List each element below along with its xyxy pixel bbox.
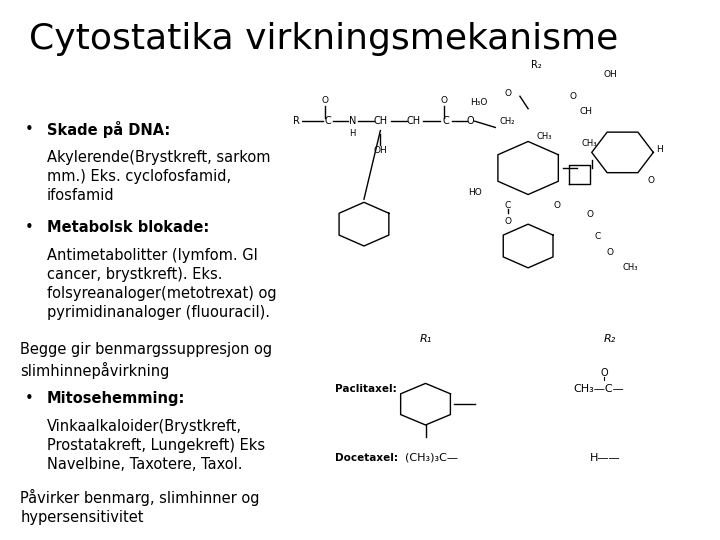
- Text: O: O: [321, 97, 328, 105]
- Text: C: C: [595, 232, 601, 241]
- Text: R: R: [293, 116, 300, 126]
- Text: Begge gir benmargssuppresjon og
slimhinnepåvirkning: Begge gir benmargssuppresjon og slimhinn…: [20, 342, 272, 379]
- Text: CH₃: CH₃: [537, 132, 552, 141]
- Text: H——: H——: [590, 453, 621, 463]
- Text: Antimetabolitter (lymfom. GI
cancer, brystkreft). Eks.
folsyreanaloger(metotrexa: Antimetabolitter (lymfom. GI cancer, bry…: [47, 248, 276, 320]
- Text: O: O: [504, 89, 511, 98]
- Text: HO: HO: [468, 188, 482, 198]
- Text: O: O: [607, 248, 613, 256]
- Text: Skade på DNA:: Skade på DNA:: [47, 122, 170, 138]
- Text: O: O: [467, 116, 474, 126]
- Text: •: •: [25, 220, 34, 235]
- Text: •: •: [25, 122, 34, 137]
- Text: OH: OH: [374, 146, 387, 156]
- Text: O: O: [648, 176, 654, 185]
- Text: O: O: [504, 217, 511, 226]
- Text: R₁: R₁: [419, 334, 432, 344]
- Text: R₂: R₂: [604, 334, 616, 344]
- Text: O: O: [441, 97, 448, 105]
- Text: C: C: [325, 116, 331, 126]
- Text: H: H: [656, 145, 663, 154]
- Text: H₃O: H₃O: [470, 98, 487, 107]
- Text: R₂: R₂: [531, 60, 541, 70]
- Text: C: C: [505, 201, 510, 210]
- Text: CH₃: CH₃: [582, 139, 598, 147]
- Text: Cytostatika virkningsmekanisme: Cytostatika virkningsmekanisme: [29, 22, 618, 56]
- Text: O: O: [554, 201, 560, 210]
- Text: CH: CH: [373, 116, 387, 126]
- Text: CH: CH: [406, 116, 420, 126]
- Text: N: N: [348, 116, 356, 126]
- Text: OH: OH: [603, 70, 617, 79]
- Text: CH₃: CH₃: [623, 264, 639, 272]
- Text: C: C: [443, 116, 449, 126]
- Text: (CH₃)₃C—: (CH₃)₃C—: [405, 453, 458, 463]
- Text: CH₂: CH₂: [500, 117, 516, 126]
- Text: •: •: [25, 391, 34, 406]
- Text: Docetaxel:: Docetaxel:: [336, 453, 398, 463]
- Text: CH: CH: [579, 107, 592, 116]
- Text: O: O: [600, 368, 608, 378]
- Text: O: O: [570, 92, 577, 101]
- Text: CH₃—C—: CH₃—C—: [573, 384, 624, 394]
- Text: Paclitaxel:: Paclitaxel:: [336, 384, 397, 394]
- Text: Vinkaalkaloider(Brystkreft,
Prostatakreft, Lungekreft) Eks
Navelbine, Taxotere, : Vinkaalkaloider(Brystkreft, Prostatakref…: [47, 419, 265, 472]
- Text: O: O: [586, 210, 593, 219]
- Text: Mitosehemming:: Mitosehemming:: [47, 391, 185, 406]
- Text: Akylerende(Brystkreft, sarkom
mm.) Eks. cyclofosfamid,
ifosfamid: Akylerende(Brystkreft, sarkom mm.) Eks. …: [47, 150, 270, 203]
- Text: H: H: [349, 129, 356, 138]
- Text: Metabolsk blokade:: Metabolsk blokade:: [47, 220, 209, 235]
- Text: Påvirker benmarg, slimhinner og
hypersensitivitet: Påvirker benmarg, slimhinner og hypersen…: [20, 489, 260, 525]
